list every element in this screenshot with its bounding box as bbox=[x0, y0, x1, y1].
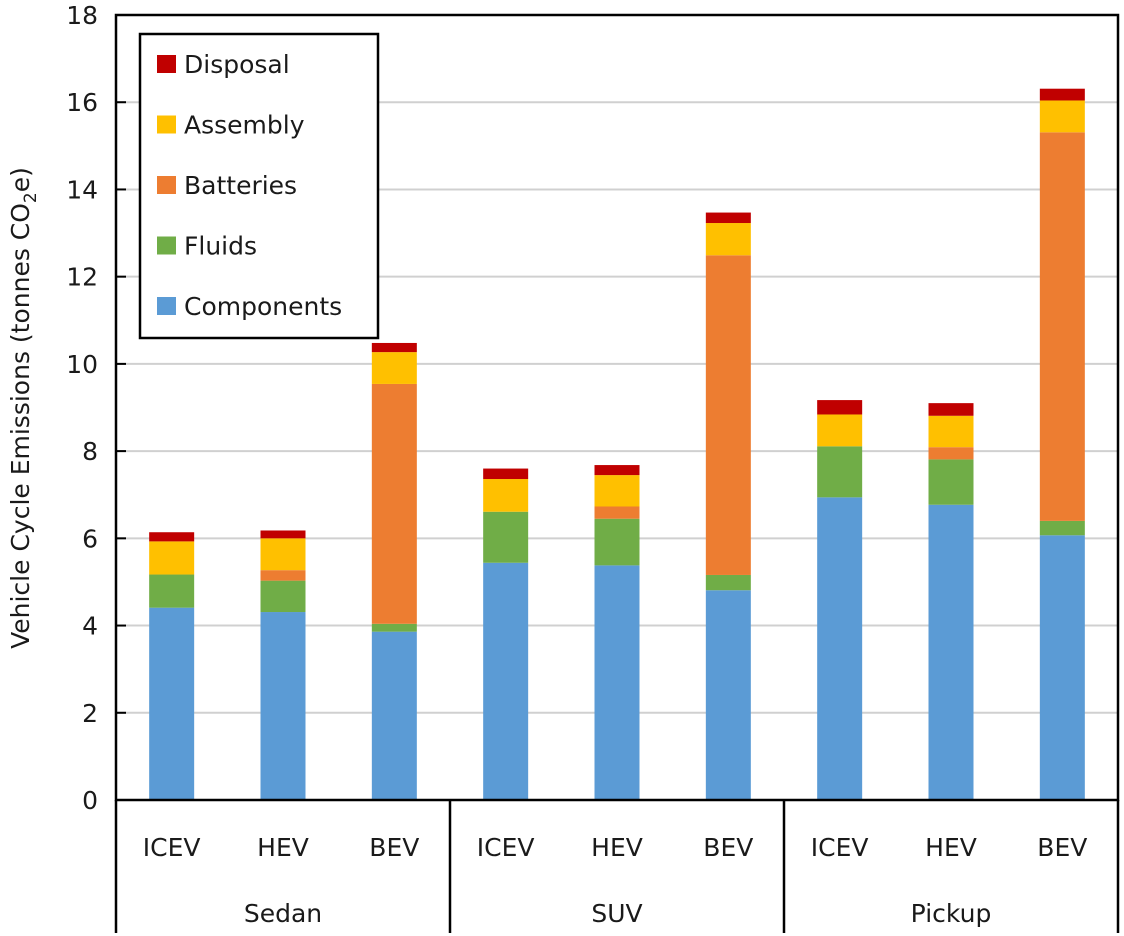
y-tick-label: 8 bbox=[82, 437, 98, 466]
legend-swatch-components bbox=[157, 297, 176, 315]
legend: Disposal Assembly Batteries Fluids Component… bbox=[138, 32, 380, 340]
bar-segment-components bbox=[928, 504, 974, 800]
x-category-labels: ICEV HEV BEV Sedan ICEV HEV BEV SUV ICEV HEV BEV Pi… bbox=[143, 833, 1088, 928]
x-group-label: SUV bbox=[591, 899, 642, 928]
bar-segment-components bbox=[483, 562, 529, 800]
y-axis-title-subscript: 2 bbox=[21, 192, 41, 203]
y-tick-label: 14 bbox=[66, 175, 98, 204]
y-tick-label: 12 bbox=[66, 263, 98, 292]
bar-segment-assembly bbox=[371, 352, 417, 384]
y-tick-label: 6 bbox=[82, 524, 98, 553]
bar-segment-disposal bbox=[149, 532, 195, 542]
bar-segment-components bbox=[1039, 535, 1085, 800]
bar-segment-batteries bbox=[594, 506, 640, 519]
bar-segment-components bbox=[817, 497, 863, 800]
x-category-label: BEV bbox=[703, 833, 753, 862]
y-tick-label: 18 bbox=[66, 1, 98, 30]
legend-swatch-assembly bbox=[157, 115, 176, 134]
bar-segment-fluids bbox=[928, 459, 974, 505]
bar-segment-disposal bbox=[594, 465, 640, 476]
x-category-label: ICEV bbox=[811, 833, 869, 862]
y-tick-label: 2 bbox=[82, 699, 98, 728]
axes bbox=[114, 13, 1120, 933]
x-category-label: ICEV bbox=[143, 833, 201, 862]
legend-swatch-batteries bbox=[157, 176, 176, 194]
bar-segment-assembly bbox=[483, 479, 529, 512]
x-category-label: ICEV bbox=[477, 833, 535, 862]
bar-segment-batteries bbox=[371, 383, 417, 624]
bar-segment-components bbox=[705, 590, 751, 800]
bar-segment-components bbox=[149, 607, 195, 800]
x-category-label: BEV bbox=[369, 833, 419, 862]
bar-segment-components bbox=[371, 631, 417, 800]
bar-segment-disposal bbox=[705, 212, 751, 224]
x-group-label: Sedan bbox=[244, 899, 322, 928]
y-axis-title-main: Vehicle Cycle Emissions (tonnes CO bbox=[6, 203, 35, 649]
legend-swatch-fluids bbox=[157, 236, 176, 255]
y-tick-label: 10 bbox=[66, 350, 98, 379]
y-axis-title: Vehicle Cycle Emissions (tonnes CO2e) bbox=[6, 167, 41, 649]
bar-segment-assembly bbox=[817, 414, 863, 447]
bar-segment-assembly bbox=[149, 541, 195, 575]
bar-segment-disposal bbox=[371, 342, 417, 353]
legend-label-disposal: Disposal bbox=[184, 50, 290, 79]
bar-segment-fluids bbox=[483, 511, 529, 563]
y-tick-label: 0 bbox=[82, 786, 98, 815]
bar-segment-assembly bbox=[928, 415, 974, 448]
bar-segment-assembly bbox=[594, 475, 640, 507]
x-group-label: Pickup bbox=[911, 899, 992, 928]
bar-segment-disposal bbox=[260, 530, 306, 539]
bar-segment-fluids bbox=[594, 518, 640, 566]
bar-segment-fluids bbox=[149, 574, 195, 608]
bar-segment-fluids bbox=[371, 623, 417, 632]
bar-segment-fluids bbox=[705, 574, 751, 591]
bars bbox=[149, 88, 1085, 800]
bar-segment-assembly bbox=[1039, 100, 1085, 133]
legend-box bbox=[138, 32, 380, 340]
bar-segment-batteries bbox=[928, 447, 974, 460]
bar-segment-batteries bbox=[260, 570, 306, 581]
bar-segment-batteries bbox=[705, 255, 751, 575]
bar-segment-components bbox=[594, 565, 640, 800]
y-tick-label: 4 bbox=[82, 612, 98, 641]
bar-segment-assembly bbox=[705, 223, 751, 256]
plot-frame bbox=[114, 13, 1120, 802]
bar-segment-components bbox=[260, 612, 306, 800]
bar-segment-disposal bbox=[817, 400, 863, 415]
x-category-label: HEV bbox=[257, 833, 309, 862]
legend-label-assembly: Assembly bbox=[184, 111, 305, 140]
legend-label-components: Components bbox=[184, 292, 342, 321]
x-category-label: HEV bbox=[925, 833, 977, 862]
legend-swatch-disposal bbox=[157, 55, 176, 73]
x-category-label: BEV bbox=[1037, 833, 1087, 862]
bar-segment-fluids bbox=[817, 446, 863, 498]
bar-segment-disposal bbox=[483, 468, 529, 480]
bar-segment-assembly bbox=[260, 538, 306, 571]
bar-segment-fluids bbox=[1039, 520, 1085, 536]
y-tick-label: 16 bbox=[66, 88, 98, 117]
y-axis-title-end: e) bbox=[6, 167, 35, 192]
bar-segment-fluids bbox=[260, 580, 306, 613]
bar-segment-disposal bbox=[1039, 88, 1085, 101]
bar-segment-disposal bbox=[928, 403, 974, 416]
bar-segment-batteries bbox=[1039, 132, 1085, 521]
legend-label-batteries: Batteries bbox=[184, 171, 297, 200]
legend-label-fluids: Fluids bbox=[184, 232, 257, 261]
y-tick-labels: 0 2 4 6 8 10 12 14 16 18 bbox=[66, 1, 98, 815]
x-category-label: HEV bbox=[591, 833, 643, 862]
